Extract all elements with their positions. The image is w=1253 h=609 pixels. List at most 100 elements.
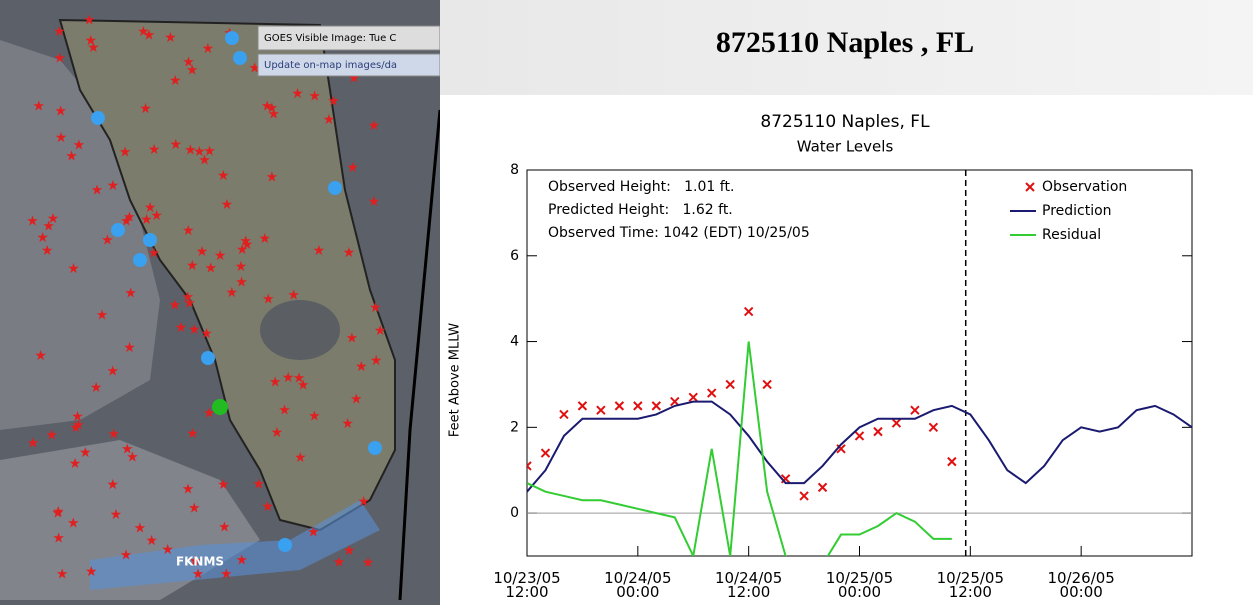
station-star: ★	[262, 291, 275, 307]
station-star: ★	[346, 160, 359, 176]
station-star: ★	[282, 370, 295, 386]
station-star: ★	[182, 54, 195, 70]
station-star: ★	[27, 436, 40, 452]
buoy-marker	[201, 351, 215, 365]
station-star: ★	[91, 182, 104, 198]
y-tick-label: 2	[510, 419, 519, 435]
station-star: ★	[368, 118, 381, 134]
legend-label: Observation	[1042, 179, 1127, 195]
screen: ★★★★★★★★★★★★★★★★★★★★★★★★★★★★★★★★★★★★★★★★…	[0, 0, 1253, 605]
station-star: ★	[120, 548, 133, 564]
station-star: ★	[107, 178, 120, 194]
buoy-marker	[368, 441, 382, 455]
selected-station	[212, 399, 228, 415]
station-star: ★	[261, 499, 274, 515]
page: ★★★★★★★★★★★★★★★★★★★★★★★★★★★★★★★★★★★★★★★★…	[0, 0, 1253, 605]
page-title: 8725110 Naples , FL	[716, 26, 974, 59]
station-star: ★	[34, 348, 47, 364]
station-star: ★	[54, 103, 67, 119]
station-star: ★	[217, 477, 230, 493]
station-star: ★	[56, 567, 69, 583]
station-star: ★	[36, 230, 49, 246]
station-star: ★	[144, 200, 157, 216]
station-star: ★	[235, 259, 248, 275]
buoy-marker	[133, 253, 147, 267]
station-star: ★	[169, 73, 182, 89]
station-star: ★	[110, 507, 123, 523]
station-star: ★	[182, 482, 195, 498]
station-star: ★	[67, 515, 80, 531]
buoy-marker	[225, 31, 239, 45]
station-star: ★	[343, 245, 356, 261]
annotation: Observed Height: 1.01 ft.	[548, 179, 734, 195]
station-star: ★	[271, 425, 284, 441]
buoy-marker	[233, 51, 247, 65]
station-star: ★	[26, 213, 39, 229]
station-star: ★	[139, 101, 152, 117]
lake	[260, 300, 340, 360]
chart-subtitle: Water Levels	[797, 138, 894, 156]
station-star: ★	[198, 152, 211, 168]
station-star: ★	[71, 409, 84, 425]
station-star: ★	[182, 223, 195, 239]
station-star: ★	[69, 456, 82, 472]
station-star: ★	[313, 243, 326, 259]
station-star: ★	[148, 246, 161, 262]
station-star: ★	[266, 169, 279, 185]
station-star: ★	[106, 364, 119, 380]
legend-label: Residual	[1042, 227, 1101, 243]
chart-panel	[440, 95, 1253, 605]
station-star: ★	[123, 209, 136, 225]
buoy-marker	[91, 111, 105, 125]
station-star: ★	[55, 130, 68, 146]
station-star: ★	[134, 520, 147, 536]
buoy-marker	[111, 223, 125, 237]
station-star: ★	[119, 145, 132, 161]
station-star: ★	[54, 50, 67, 66]
map-panel[interactable]: ★★★★★★★★★★★★★★★★★★★★★★★★★★★★★★★★★★★★★★★★…	[0, 0, 440, 605]
station-star: ★	[200, 326, 213, 342]
legend-label: Prediction	[1042, 203, 1112, 219]
station-star: ★	[239, 233, 252, 249]
update-button-text[interactable]: Update on-map images/da	[264, 60, 397, 71]
station-star: ★	[143, 27, 156, 43]
station-star: ★	[51, 505, 64, 521]
station-star: ★	[362, 555, 375, 571]
station-star: ★	[101, 232, 114, 248]
y-tick-label: 4	[510, 334, 519, 350]
station-star: ★	[164, 30, 177, 46]
buoy-marker	[328, 181, 342, 195]
station-star: ★	[96, 308, 109, 324]
station-star: ★	[308, 408, 321, 424]
station-star: ★	[90, 380, 103, 396]
station-star: ★	[308, 89, 321, 105]
station-star: ★	[123, 340, 136, 356]
buoy-marker	[278, 538, 292, 552]
station-star: ★	[186, 426, 199, 442]
station-star: ★	[374, 323, 387, 339]
station-star: ★	[188, 322, 201, 338]
station-star: ★	[46, 427, 59, 443]
annotation: Predicted Height: 1.62 ft.	[548, 202, 733, 218]
station-star: ★	[175, 320, 188, 336]
station-star: ★	[67, 261, 80, 277]
station-star: ★	[161, 542, 174, 558]
station-star: ★	[217, 168, 230, 184]
station-star: ★	[235, 275, 248, 291]
station-star: ★	[192, 567, 205, 583]
station-star: ★	[52, 531, 65, 547]
station-star: ★	[85, 564, 98, 580]
station-star: ★	[205, 261, 218, 277]
buoy-marker	[143, 233, 157, 247]
station-star: ★	[278, 403, 291, 419]
station-star: ★	[145, 533, 158, 549]
station-star: ★	[73, 137, 86, 153]
y-tick-label: 6	[510, 248, 519, 264]
tooltip-text: GOES Visible Image: Tue C	[264, 33, 396, 44]
station-star: ★	[287, 288, 300, 304]
station-star: ★	[169, 137, 182, 153]
station-star: ★	[355, 359, 368, 375]
station-star: ★	[236, 552, 249, 568]
station-star: ★	[369, 300, 382, 316]
station-star: ★	[252, 477, 265, 493]
